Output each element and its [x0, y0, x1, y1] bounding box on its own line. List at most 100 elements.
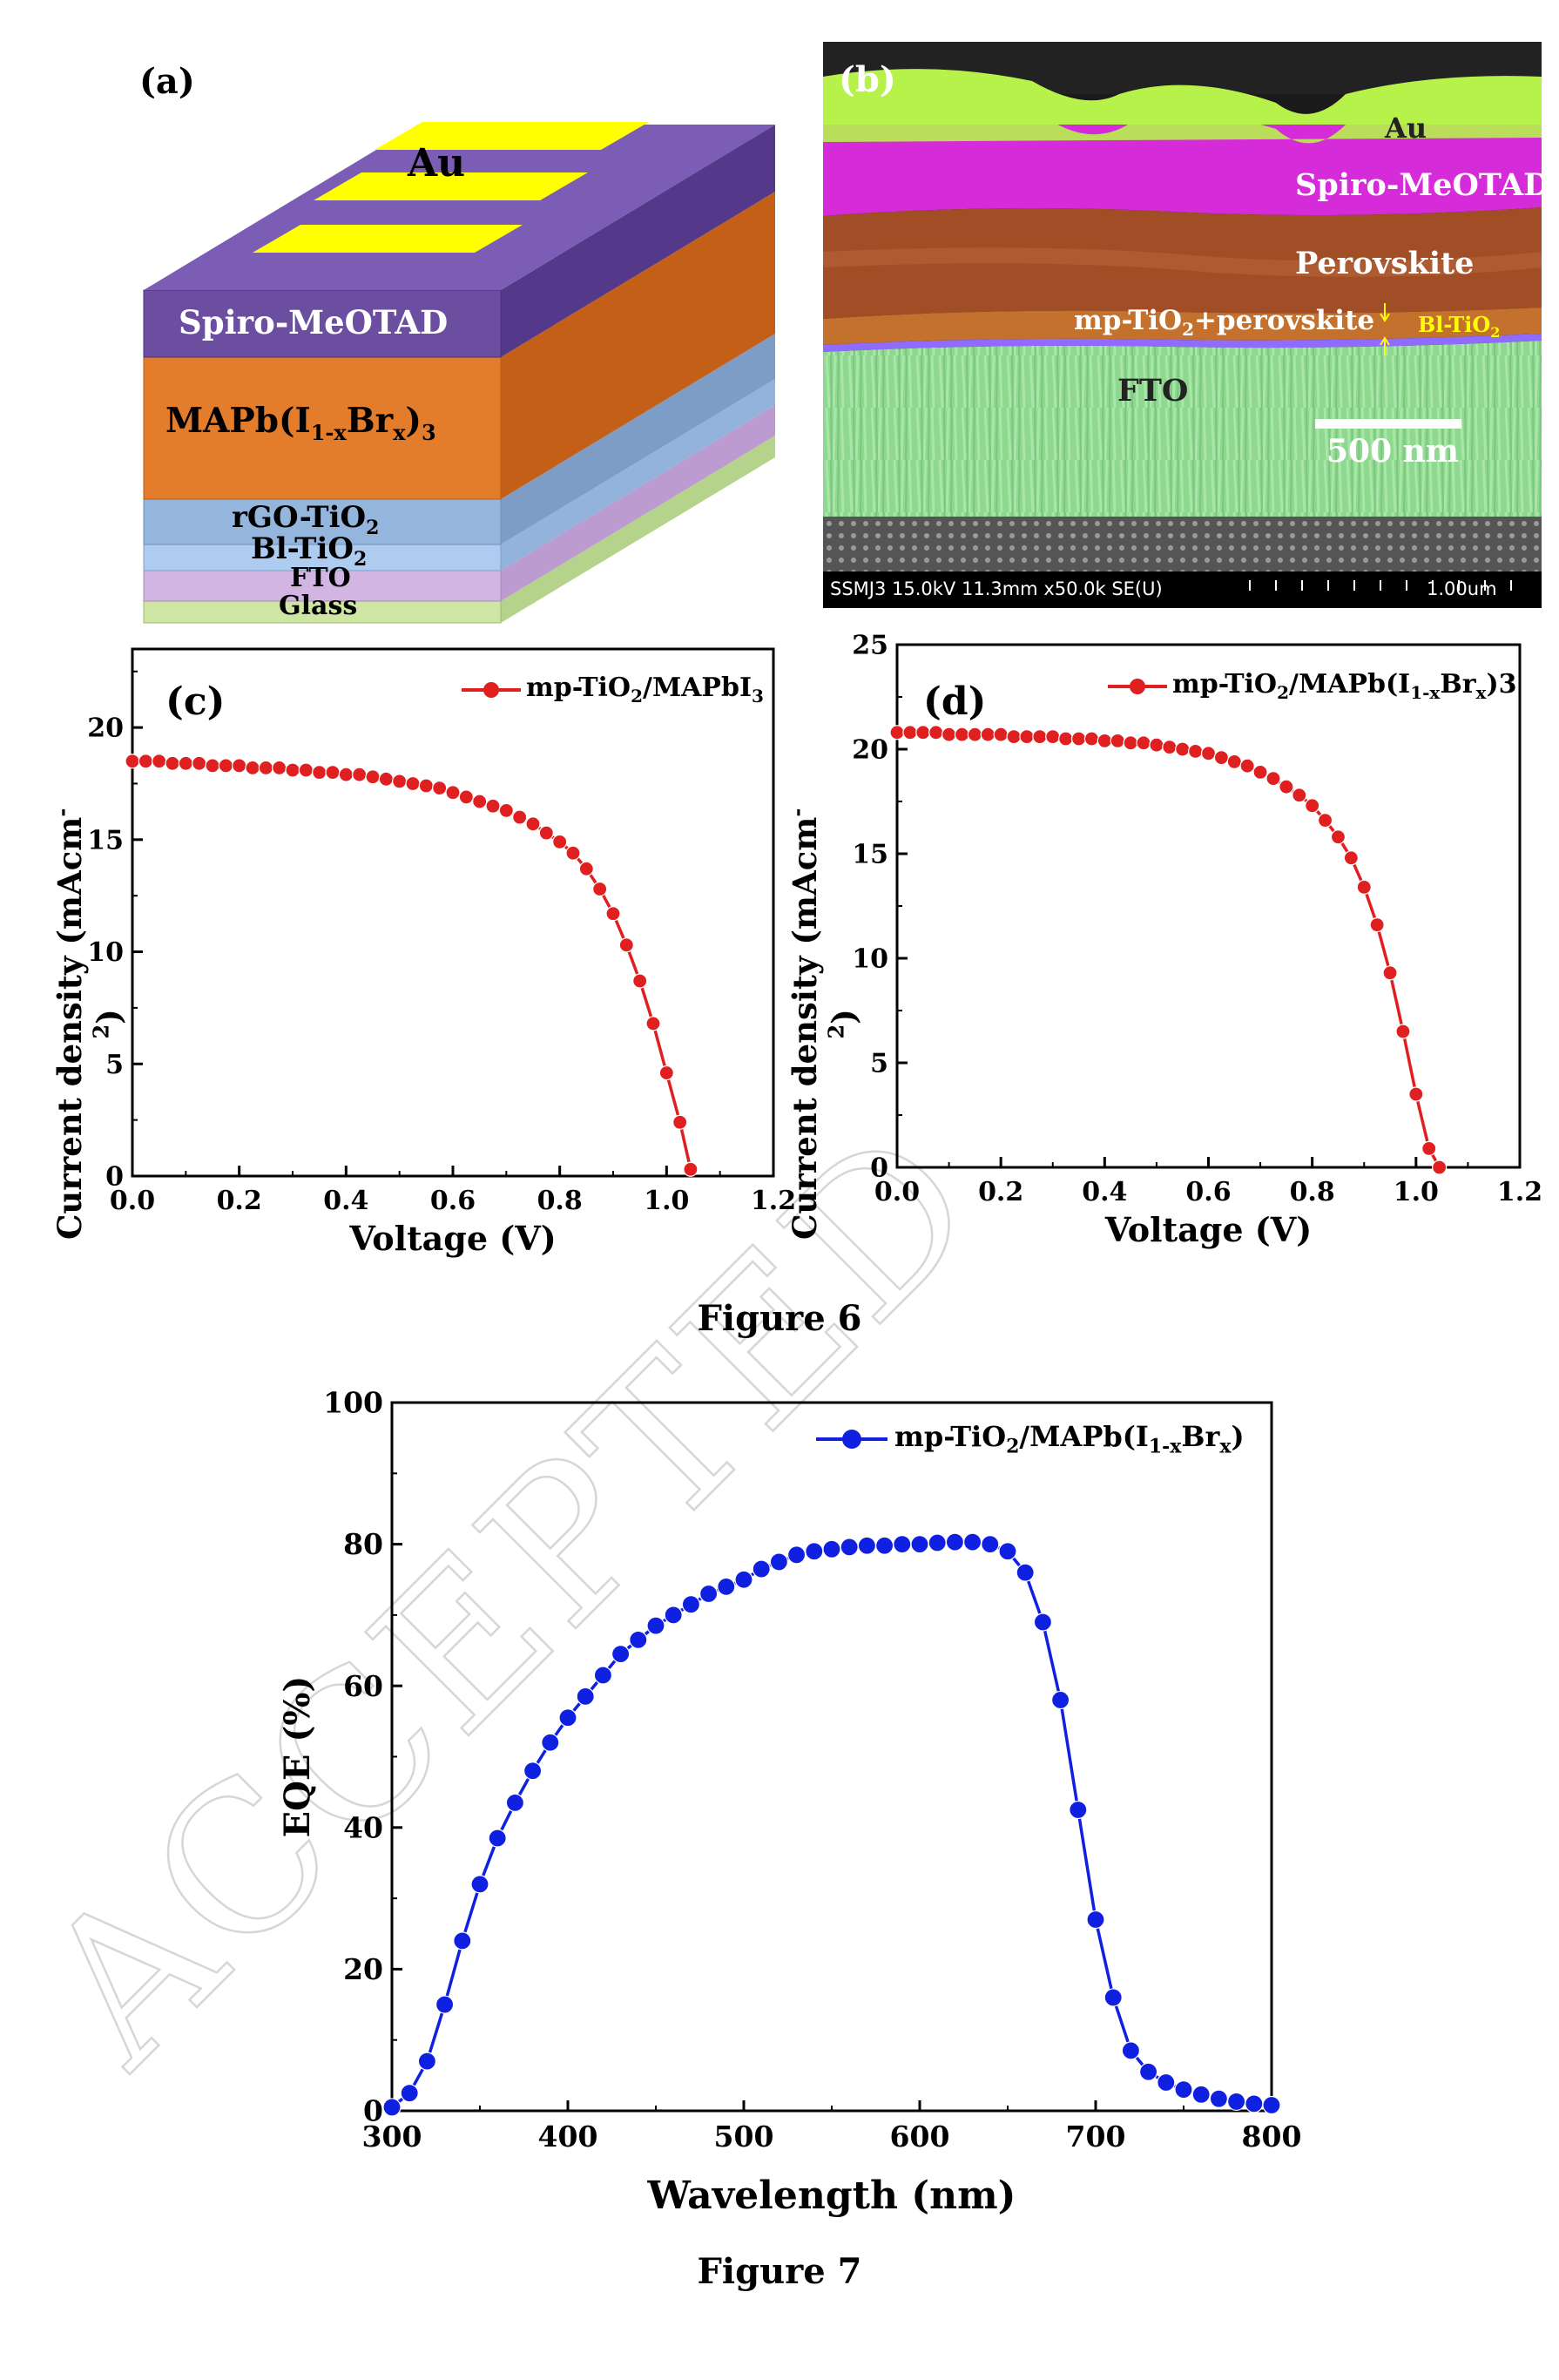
data-point: [664, 1606, 683, 1625]
x-axis-label: Voltage (V): [1104, 1210, 1312, 1249]
data-point: [805, 1542, 824, 1561]
ylabel-d: Current density (mAcm-2): [784, 808, 864, 1241]
data-point: [910, 1534, 929, 1554]
y-tick-label: 0: [105, 1162, 124, 1193]
data-point: [822, 1539, 841, 1558]
data-point: [1262, 2095, 1281, 2115]
panel-a-label: (a): [139, 61, 195, 102]
sem-scalebar-label: 500 nm: [1326, 433, 1459, 470]
label-glass: Glass: [279, 591, 358, 621]
data-point: [734, 1570, 753, 1589]
data-point: [593, 1666, 613, 1685]
x-tick-label: 0.8: [537, 1186, 583, 1216]
y-tick-label: 5: [105, 1050, 124, 1080]
data-point: [432, 781, 448, 796]
bl-tio2-layer: [143, 379, 775, 571]
y-tick-label: 40: [343, 1810, 383, 1844]
legend-eqe-marker: [816, 1429, 887, 1449]
data-point: [470, 1875, 489, 1894]
panel-b-label: (b): [839, 59, 896, 100]
device-schematic: [143, 122, 775, 624]
data-point: [1209, 2089, 1229, 2108]
data-point: [1305, 798, 1320, 814]
y-tick-label: 100: [323, 1386, 383, 1420]
data-point: [840, 1538, 859, 1557]
data-point: [592, 881, 608, 897]
fto-layer: [143, 405, 775, 602]
data-point: [605, 906, 621, 922]
x-tick-label: 300: [362, 2120, 422, 2153]
y-tick-label: 5: [870, 1049, 888, 1079]
data-point: [1174, 2080, 1193, 2099]
sem-footer-left: SSMJ3 15.0kV 11.3mm x50.0k SE(U): [830, 578, 1163, 599]
sem-label-mp: mp-TiO2+perovskite: [1074, 305, 1375, 341]
data-point: [1343, 850, 1359, 866]
data-point: [717, 1577, 736, 1596]
data-point: [945, 1532, 965, 1552]
data-point: [1245, 2094, 1264, 2113]
data-point: [1432, 1160, 1448, 1175]
data-point: [645, 1016, 661, 1031]
data-point: [1356, 879, 1372, 896]
series-line: [390, 1540, 1272, 2109]
data-point: [525, 816, 541, 832]
x-tick-label: 1.0: [1394, 1177, 1439, 1207]
data-point: [1408, 1086, 1424, 1102]
data-point: [472, 794, 488, 809]
data-point: [1157, 2072, 1176, 2093]
data-point: [1252, 764, 1268, 781]
x-tick-label: 0.4: [1082, 1177, 1127, 1207]
label-mapb: MAPb(I1-xBrx)3: [165, 401, 436, 445]
x-tick-label: 0.2: [978, 1177, 1023, 1207]
data-point: [1279, 779, 1294, 794]
data-point: [672, 1114, 688, 1130]
sem-label-perovskite: Perovskite: [1295, 246, 1475, 281]
x-tick-label: 0.6: [430, 1186, 476, 1216]
x-tick-label: 0.0: [110, 1186, 155, 1216]
legend-c-text: mp-TiO2/MAPbI3: [526, 673, 764, 707]
x-tick-label: 1.2: [1497, 1177, 1542, 1207]
data-point: [611, 1645, 631, 1664]
data-point: [1421, 1140, 1437, 1157]
figure6-caption: Figure 6: [697, 1298, 862, 1339]
label-rgo: rGO-TiO2: [232, 500, 380, 539]
y-tick-label: 0: [870, 1153, 888, 1184]
data-point: [874, 1536, 894, 1555]
data-point: [646, 1616, 665, 1635]
sem-label-spiro: Spiro-MeOTAD: [1295, 167, 1550, 203]
data-point: [458, 789, 474, 805]
data-point: [1239, 758, 1255, 774]
y-tick-label: 15: [87, 825, 124, 855]
x-tick-label: 0.8: [1290, 1177, 1335, 1207]
y-tick-label: 60: [343, 1669, 383, 1703]
data-point: [512, 809, 528, 825]
x-tick-label: 0.2: [217, 1186, 262, 1216]
rgo-tio2-layer: [143, 334, 775, 545]
data-point: [565, 845, 581, 861]
data-point: [1016, 1563, 1035, 1582]
data-point: [1382, 965, 1398, 981]
x-tick-label: 400: [538, 2120, 598, 2153]
data-point: [658, 1065, 674, 1081]
y-tick-label: 25: [852, 631, 888, 661]
data-point: [382, 2098, 402, 2117]
data-point: [576, 1687, 595, 1706]
data-point: [523, 1761, 543, 1781]
ylabel-c: Current density (mAcm-2): [49, 808, 129, 1241]
data-point: [558, 1708, 577, 1728]
figure7-caption: Figure 7: [697, 2251, 862, 2292]
legend-d-marker: [1108, 678, 1167, 694]
y-tick-label: 10: [852, 944, 888, 975]
panel-c-label: (c): [165, 680, 226, 724]
x-tick-label: 1.0: [644, 1186, 689, 1216]
data-point: [962, 1532, 982, 1552]
x-tick-label: 800: [1242, 2120, 1302, 2153]
y-tick-label: 20: [852, 735, 888, 766]
data-point: [998, 1542, 1017, 1561]
y-tick-label: 15: [852, 840, 888, 870]
y-tick-label: 20: [87, 713, 124, 744]
sem-label-au: Au: [1385, 112, 1427, 145]
data-point: [1069, 1800, 1088, 1820]
